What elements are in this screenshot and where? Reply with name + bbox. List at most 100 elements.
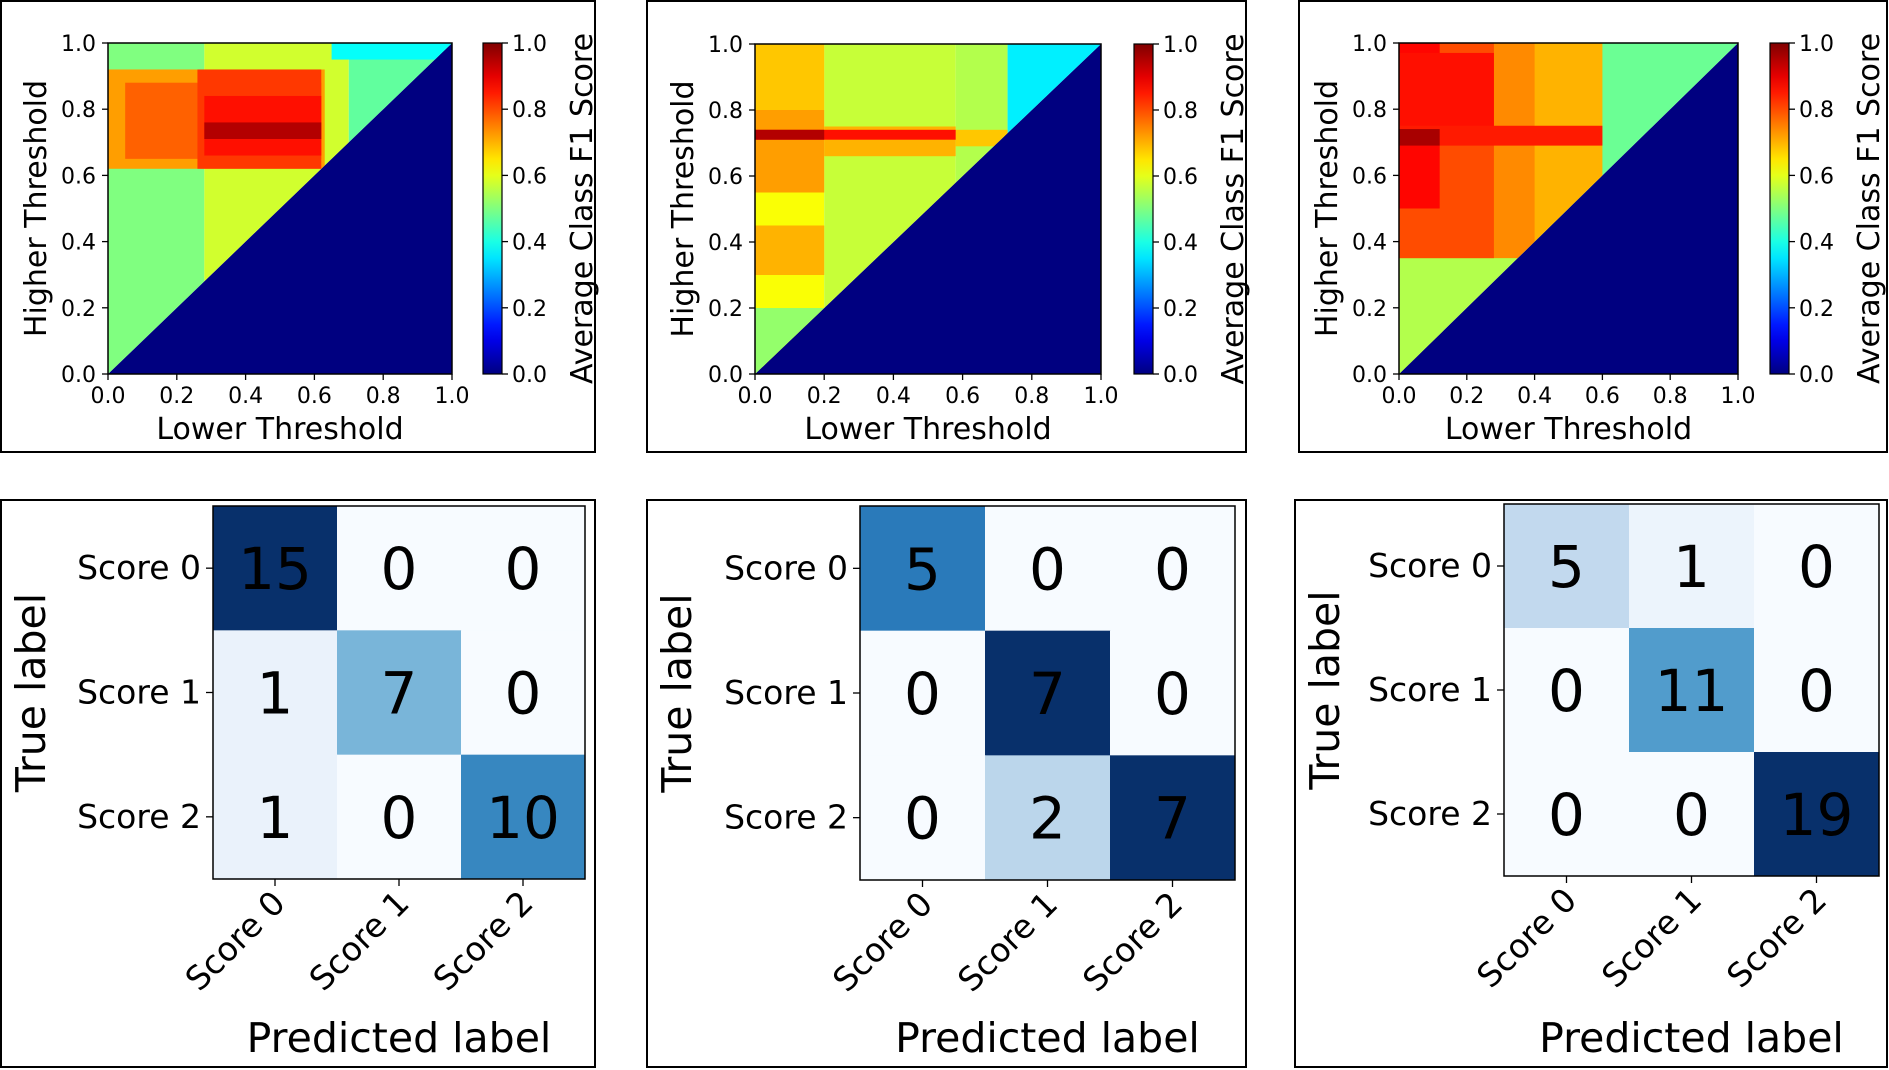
cell-value: 0: [1548, 657, 1585, 725]
cell-value: 0: [505, 660, 542, 728]
matrix-cell: [860, 506, 986, 632]
y-tick-label: 0.2: [708, 297, 743, 322]
colorbar-tick-label: 0.2: [512, 297, 547, 322]
cell-value: 7: [1154, 785, 1191, 853]
y-tick-label: 0.8: [1352, 98, 1387, 123]
colorbar-label: Average Class F1 Score: [565, 33, 600, 384]
y-tick-label: 0.4: [708, 231, 743, 256]
y-axis-label: Higher Threshold: [19, 80, 54, 337]
matrix-cell: [337, 630, 462, 756]
x-tick-label: 0.6: [297, 384, 332, 409]
cell-value: 0: [1154, 660, 1191, 728]
cell-value: 2: [1029, 785, 1066, 853]
colorbar-tick-label: 0.8: [512, 98, 547, 123]
heatmap-cell: [1399, 129, 1440, 146]
matrix-cell: [1110, 506, 1236, 632]
colorbar-tick-label: 0.0: [1163, 363, 1198, 388]
cell-value: 0: [1798, 533, 1835, 601]
x-tick-label: 0.8: [366, 384, 401, 409]
y-axis-label: True label: [1301, 590, 1349, 790]
x-tick-label: 0.6: [945, 384, 980, 409]
colorbar-tick-label: 0.6: [512, 164, 547, 189]
x-tick-label: 1.0: [1084, 384, 1119, 409]
matrix-cell: [461, 506, 586, 631]
colorbar-tick-label: 0.0: [1799, 363, 1834, 388]
cell-value: 5: [1548, 533, 1585, 601]
matrix-cell: [461, 630, 586, 756]
heatmap-cell: [1399, 52, 1494, 136]
x-tick-label: Score 1: [950, 884, 1065, 999]
heatmap-cell: [755, 110, 825, 193]
colorbar-tick-label: 1.0: [512, 32, 547, 57]
colorbar-tick-label: 0.6: [1163, 165, 1198, 190]
matrix-cell: [985, 630, 1111, 756]
colorbar-tick-label: 0.2: [1163, 297, 1198, 322]
matrix-cell: [1504, 504, 1630, 629]
heatmap-cell: [755, 44, 825, 110]
y-tick-label: 1.0: [61, 32, 96, 57]
cell-value: 0: [1029, 535, 1066, 603]
matrix-cell: [1754, 628, 1880, 753]
y-tick-label: 0.0: [1352, 363, 1387, 388]
heatmap-panel-1: 0.0 0.2 0.4 0.6 0.8 1.0 0.0 0.2 0.4 0.6 0.8 1.0 Lowe…: [0, 0, 600, 453]
colorbar-tick-label: 0.4: [1163, 231, 1198, 256]
plot-area-border: [754, 43, 1102, 375]
x-tick-label: 0.4: [876, 384, 911, 409]
x-tick-label: Score 2: [1719, 880, 1834, 995]
plot-area-border: [1398, 42, 1739, 375]
colorbar-tick-label: 0.6: [1799, 164, 1834, 189]
matrix-cell: [213, 506, 338, 631]
colorbar-tick-label: 0.2: [1799, 297, 1834, 322]
y-tick-label: Score 2: [724, 798, 848, 837]
cell-value: 0: [505, 535, 542, 603]
cell-value: 15: [238, 535, 312, 603]
y-tick-label: Score 2: [77, 797, 201, 836]
cell-value: 0: [904, 660, 941, 728]
matrix-cell: [213, 630, 338, 756]
y-tick-label: Score 1: [1368, 670, 1492, 709]
y-tick-label: Score 0: [724, 548, 848, 587]
matrix-cell: [1629, 628, 1755, 753]
cell-value: 1: [1673, 533, 1710, 601]
matrix-cell: [860, 755, 986, 881]
x-tick-label: Score 2: [1075, 884, 1190, 999]
y-tick-label: 0.6: [1352, 164, 1387, 189]
y-tick-label: 0.6: [61, 164, 96, 189]
x-tick-label: Score 0: [177, 883, 292, 998]
matrix-cell: [1110, 755, 1236, 881]
x-tick-label: 0.6: [1585, 384, 1620, 409]
y-tick-label: Score 2: [1368, 794, 1492, 833]
x-tick-label: 0.0: [738, 384, 773, 409]
cell-value: 0: [1798, 657, 1835, 725]
colorbar-tick-label: 0.0: [512, 363, 547, 388]
x-tick-label: Score 2: [425, 883, 540, 998]
y-tick-label: 0.0: [708, 363, 743, 388]
y-tick-label: 0.2: [61, 297, 96, 322]
colorbar: [1133, 43, 1154, 375]
heatmap-cell: [331, 43, 452, 60]
heatmap-panel-3: 0.0 0.2 0.4 0.6 0.8 1.0 0.0 0.2 0.4 0.6 0.8 1.0 Lowe…: [1298, 0, 1888, 453]
colorbar-tick-label: 0.8: [1163, 99, 1198, 124]
plot-area-border: [107, 42, 453, 375]
cell-value: 10: [486, 784, 560, 852]
matrix-cell: [1504, 628, 1630, 753]
colorbar-tick-label: 0.4: [512, 231, 547, 256]
colorbar-label: Average Class F1 Score: [1216, 33, 1251, 384]
colorbar: [482, 42, 503, 375]
x-tick-label: 0.8: [1014, 384, 1049, 409]
matrix-cell: [1110, 630, 1236, 756]
x-tick-label: 1.0: [1721, 384, 1756, 409]
matrix-cell: [1504, 752, 1630, 877]
y-axis-label: Higher Threshold: [1310, 80, 1345, 337]
y-tick-label: Score 0: [1368, 546, 1492, 585]
y-tick-label: 0.8: [708, 99, 743, 124]
x-axis-label: Predicted label: [895, 1014, 1200, 1062]
matrix-cell: [1629, 752, 1755, 877]
y-tick-label: Score 1: [77, 673, 201, 712]
x-tick-label: 0.0: [1382, 384, 1417, 409]
cell-value: 5: [904, 535, 941, 603]
matrix-cell: [985, 506, 1111, 632]
